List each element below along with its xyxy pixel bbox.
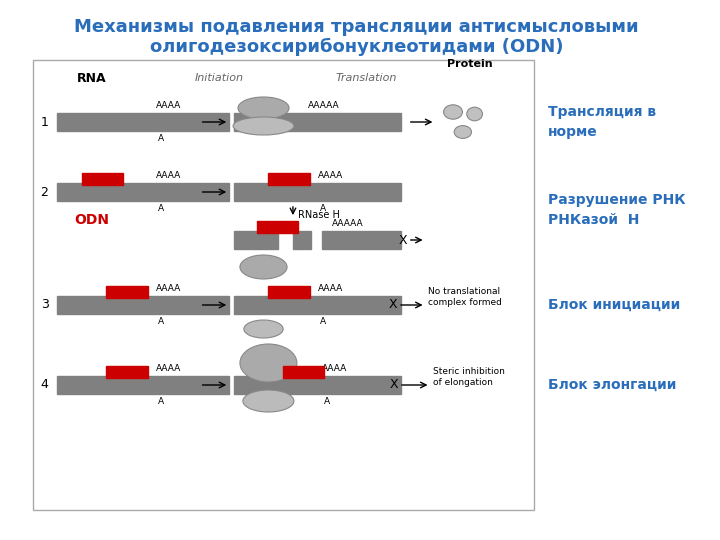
Ellipse shape [240, 344, 297, 382]
Text: A: A [158, 317, 163, 326]
Text: RNA: RNA [77, 71, 107, 84]
Text: Механизмы подавления трансляции антисмысловыми: Механизмы подавления трансляции антисмыс… [74, 18, 639, 36]
Text: Steric inhibition
of elongation: Steric inhibition of elongation [433, 367, 505, 387]
Text: Protein: Protein [447, 59, 492, 69]
Text: A: A [320, 317, 325, 326]
Ellipse shape [454, 126, 472, 138]
Ellipse shape [467, 107, 482, 121]
Bar [58, 113, 229, 131]
Ellipse shape [233, 117, 294, 135]
Bar [256, 221, 298, 233]
Text: Разрушение РНК
РНКазой  Н: Разрушение РНК РНКазой Н [548, 193, 686, 227]
Text: ODN: ODN [74, 213, 109, 227]
Text: Initiation: Initiation [195, 73, 244, 83]
Text: 3: 3 [40, 299, 48, 312]
Bar [323, 231, 401, 249]
Text: No translational
complex formed: No translational complex formed [428, 287, 503, 307]
Bar [58, 296, 229, 314]
Text: олигодезоксирибонуклеотидами (ODN): олигодезоксирибонуклеотидами (ODN) [150, 38, 564, 56]
Bar [82, 173, 123, 185]
Text: AAAA: AAAA [156, 284, 181, 293]
Text: RNase H: RNase H [298, 210, 340, 220]
Text: A: A [158, 397, 163, 406]
Text: A: A [158, 204, 163, 213]
Bar [269, 286, 310, 298]
Text: A: A [320, 204, 325, 213]
Ellipse shape [240, 255, 287, 279]
Bar [234, 231, 278, 249]
Text: Блок элонгации: Блок элонгации [548, 378, 677, 392]
Text: AAAA: AAAA [156, 101, 181, 110]
Text: Трансляция в
норме: Трансляция в норме [548, 105, 657, 139]
Text: X: X [389, 299, 397, 312]
Ellipse shape [444, 105, 462, 119]
Ellipse shape [243, 390, 294, 412]
Bar [234, 113, 401, 131]
Text: AAAA: AAAA [156, 364, 181, 373]
Text: 1: 1 [40, 116, 48, 129]
Ellipse shape [244, 320, 283, 338]
Ellipse shape [238, 97, 289, 119]
Text: X: X [399, 233, 408, 246]
Text: X: X [390, 379, 398, 392]
Bar [234, 183, 401, 201]
Bar [234, 296, 401, 314]
Text: A: A [158, 134, 163, 143]
Bar [107, 366, 148, 378]
Text: AAAA: AAAA [318, 171, 343, 180]
Bar [33, 60, 534, 510]
Text: Translation: Translation [336, 73, 397, 83]
Text: 2: 2 [40, 186, 48, 199]
Text: AAAAA: AAAAA [307, 101, 339, 110]
Bar [58, 376, 229, 394]
Text: AAAA: AAAA [323, 364, 348, 373]
Bar [107, 286, 148, 298]
Text: AAAAA: AAAAA [332, 219, 364, 228]
Bar [269, 173, 310, 185]
Text: Блок инициации: Блок инициации [548, 298, 680, 312]
Bar [283, 366, 325, 378]
Text: AAAA: AAAA [318, 284, 343, 293]
Bar [293, 231, 310, 249]
Text: AAAA: AAAA [156, 171, 181, 180]
Text: A: A [325, 397, 330, 406]
Bar [58, 183, 229, 201]
Text: 4: 4 [40, 379, 48, 392]
Bar [234, 376, 401, 394]
